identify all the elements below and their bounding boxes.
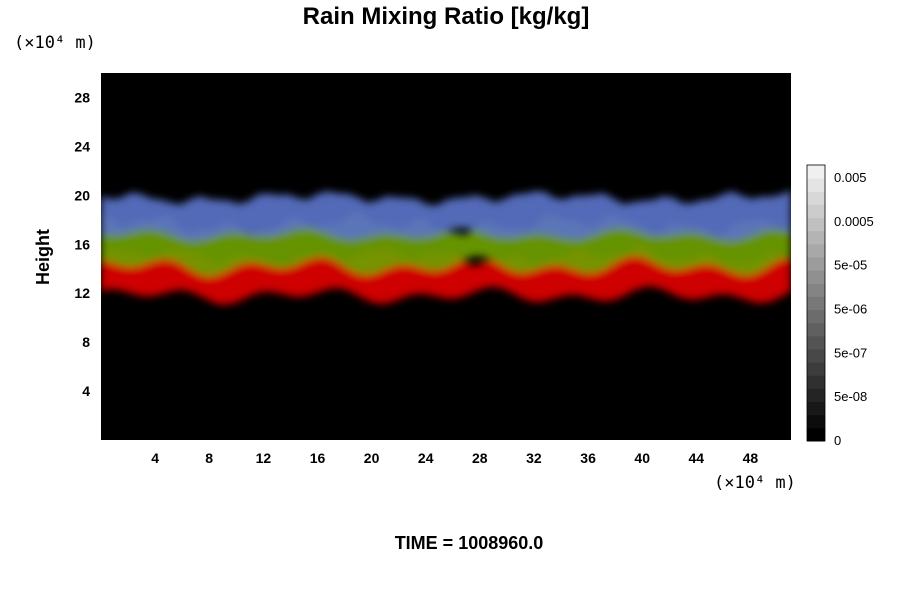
time-label: TIME = 1008960.0 xyxy=(395,533,544,553)
x-tick-label: 48 xyxy=(743,450,759,466)
field-layer xyxy=(101,190,791,241)
x-tick-label: 12 xyxy=(256,450,272,466)
colorbar-label: 5e-06 xyxy=(834,302,867,317)
colorbar-swatch xyxy=(807,414,825,429)
colorbar-label: 5e-07 xyxy=(834,345,867,360)
rain-field xyxy=(101,190,791,305)
x-axis-unit: (×10⁴ m) xyxy=(714,473,796,493)
y-tick-label: 12 xyxy=(74,285,90,301)
y-tick-label: 20 xyxy=(74,187,90,203)
colorbar-swatch xyxy=(807,270,825,284)
colorbar-swatch xyxy=(807,178,825,192)
colorbar-swatch xyxy=(807,335,825,350)
colorbar-swatch xyxy=(807,401,825,416)
y-tick-label: 4 xyxy=(82,383,90,399)
colorbar-swatch xyxy=(807,322,825,337)
x-tick-label: 28 xyxy=(472,450,488,466)
colorbar-labels: 0.005 0.0005 5e-05 5e-06 5e-07 5e-08 0 xyxy=(834,170,874,448)
colorbar-swatch xyxy=(807,165,825,179)
x-tick-label: 32 xyxy=(526,450,542,466)
colorbar xyxy=(806,164,826,442)
colorbar-swatch xyxy=(807,427,825,442)
colorbar-swatch xyxy=(807,243,825,258)
colorbar-swatch xyxy=(807,309,825,324)
colorbar-swatch xyxy=(807,204,825,219)
y-tick-label: 28 xyxy=(74,90,90,106)
colorbar-label: 5e-08 xyxy=(834,389,867,404)
colorbar-swatch xyxy=(807,191,825,205)
x-tick-label: 8 xyxy=(205,450,213,466)
x-tick-label: 4 xyxy=(151,450,159,466)
colorbar-swatch xyxy=(807,375,825,389)
x-tick-label: 24 xyxy=(418,450,434,466)
colorbar-label: 0.005 xyxy=(834,170,867,185)
colorbar-swatch xyxy=(807,217,825,232)
colorbar-swatch xyxy=(807,388,825,403)
x-tick-label: 16 xyxy=(310,450,326,466)
x-tick-label: 40 xyxy=(634,450,650,466)
y-axis: 4 8 12 16 20 24 28 xyxy=(74,90,90,400)
colorbar-label: 0 xyxy=(834,433,841,448)
y-axis-label: Height xyxy=(33,229,53,285)
x-tick-label: 44 xyxy=(689,450,705,466)
colorbar-frame xyxy=(806,164,826,442)
y-tick-label: 24 xyxy=(74,138,90,154)
colorbar-swatch xyxy=(807,349,825,363)
y-axis-unit: (×10⁴ m) xyxy=(14,33,96,53)
colorbar-swatch xyxy=(807,296,825,311)
colorbar-swatch xyxy=(807,283,825,297)
y-tick-label: 8 xyxy=(82,334,90,350)
chart-title: Rain Mixing Ratio [kg/kg] xyxy=(303,3,590,30)
y-tick-label: 16 xyxy=(74,236,90,252)
x-tick-label: 36 xyxy=(580,450,596,466)
colorbar-label: 0.0005 xyxy=(834,214,874,229)
colorbar-swatch xyxy=(807,362,825,376)
x-axis: 4 8 12 16 20 24 28 32 36 40 44 48 xyxy=(151,450,758,466)
colorbar-swatch xyxy=(807,257,825,271)
x-tick-label: 20 xyxy=(364,450,380,466)
colorbar-label: 5e-05 xyxy=(834,258,867,273)
colorbar-swatch xyxy=(807,230,825,245)
